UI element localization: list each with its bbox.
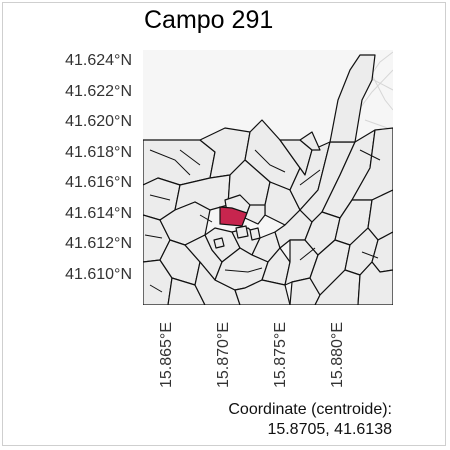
parcel [235, 225, 249, 239]
latitude-tick-label: 41.612°N [65, 235, 132, 252]
parcel [213, 237, 225, 249]
parcel [329, 54, 376, 143]
highlighted-parcel[interactable] [219, 206, 248, 227]
parcel-layer [143, 54, 393, 305]
figure-frame [2, 2, 446, 446]
parcel [234, 279, 291, 305]
map-title: Campo 291 [144, 6, 274, 34]
centroid-caption: Coordinate (centroide): 15.8705, 41.6138 [228, 400, 392, 440]
parcel [299, 131, 321, 151]
latitude-tick-label: 41.618°N [65, 144, 132, 161]
parcel [143, 139, 216, 186]
parcel [314, 269, 361, 305]
latitude-tick-label: 41.610°N [65, 266, 132, 283]
latitude-tick-label: 41.622°N [65, 83, 132, 100]
latitude-tick-label: 41.624°N [65, 52, 132, 69]
parcel [249, 227, 261, 241]
latitude-tick-label: 41.616°N [65, 174, 132, 191]
centroid-label: Coordinate (centroide): [228, 401, 392, 418]
latitude-tick-label: 41.620°N [65, 113, 132, 130]
latitude-tick-label: 41.614°N [65, 205, 132, 222]
parcel [167, 277, 206, 305]
parcel-boundaries [144, 149, 381, 293]
centroid-value: 15.8705, 41.6138 [267, 421, 392, 438]
parcel [357, 261, 393, 305]
